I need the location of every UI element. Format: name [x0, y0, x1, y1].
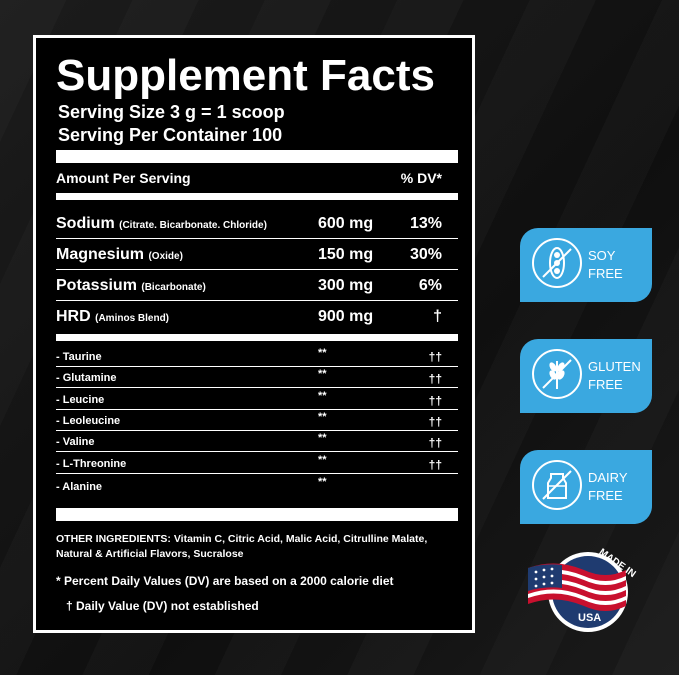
seal-bottom-text: USA	[578, 612, 602, 624]
blend-name: - Taurine	[56, 351, 102, 363]
row-divider	[56, 409, 458, 410]
blend-amount: **	[318, 411, 327, 423]
row-divider	[56, 473, 458, 474]
blend-amount: **	[318, 432, 327, 444]
nutrient-source: (Bicarbonate)	[141, 282, 206, 293]
badge-line1: SOY	[588, 248, 616, 263]
blend-amount: **	[318, 454, 327, 466]
row-divider	[56, 269, 458, 270]
gluten-free-badge: GLUTEN FREE	[520, 339, 652, 413]
blend-name: - Glutamine	[56, 372, 117, 384]
nutrient-name: Magnesium	[56, 246, 145, 263]
blend-dv: ††	[428, 458, 442, 472]
nutrient-dv: 30%	[409, 246, 442, 263]
blend-amount: **	[318, 476, 327, 488]
blend-dv: ††	[428, 394, 442, 408]
badge-line2: FREE	[588, 488, 623, 503]
nutrient-amount: 600 mg	[318, 215, 374, 232]
supplement-facts-panel: Supplement Facts Serving Size 3 g = 1 sc…	[33, 35, 475, 633]
nutrient-amount: 900 mg	[318, 308, 374, 325]
nutrient-amount: 300 mg	[318, 277, 374, 294]
blend-dv: ††	[428, 436, 442, 450]
badge-line1: DAIRY	[588, 470, 628, 485]
blend-name: - Leucine	[56, 394, 105, 406]
blend-amount: **	[318, 347, 327, 359]
divider-thick	[56, 508, 458, 521]
blend-dv: ††	[428, 350, 442, 364]
dv-not-established-note: † Daily Value (DV) not established	[66, 599, 259, 613]
blend-dv: ††	[428, 415, 442, 429]
blend-name: - L-Threonine	[56, 458, 127, 470]
nutrient-name: HRD	[56, 308, 91, 325]
serving-per-container: Serving Per Container 100	[58, 125, 283, 145]
us-flag-icon	[528, 552, 628, 632]
divider-mid	[56, 193, 458, 200]
made-in-usa-seal: MADE IN USA	[526, 547, 638, 638]
nutrient-source: (Aminos Blend)	[95, 313, 170, 324]
serving-size: Serving Size 3 g = 1 scoop	[58, 102, 285, 122]
blend-name: - Alanine	[56, 481, 103, 493]
nutrient-source: (Citrate. Bicarbonate. Chloride)	[119, 220, 267, 231]
nutrient-amount: 150 mg	[318, 246, 374, 263]
divider-thick	[56, 150, 458, 163]
wheat-icon	[532, 349, 582, 399]
amount-per-serving-label: Amount Per Serving	[56, 170, 191, 186]
blend-amount: **	[318, 368, 327, 380]
blend-name: - Valine	[56, 436, 95, 448]
row-divider	[56, 451, 458, 452]
dv-footnote: * Percent Daily Values (DV) are based on…	[56, 574, 394, 588]
nutrient-name: Sodium	[56, 215, 115, 232]
nutrient-dv: †	[433, 308, 442, 325]
badge-line1: GLUTEN	[588, 359, 641, 374]
row-divider	[56, 366, 458, 367]
blend-amount: **	[318, 390, 327, 402]
row-divider	[56, 430, 458, 431]
blend-dv: ††	[428, 372, 442, 386]
row-divider	[56, 387, 458, 388]
nutrient-name: Potassium	[56, 277, 137, 294]
badge-line2: FREE	[588, 266, 623, 281]
nutrient-dv: 13%	[409, 215, 442, 232]
dairy-free-badge: DAIRY FREE	[520, 450, 652, 524]
soy-icon	[532, 238, 582, 288]
blend-name: - Leoleucine	[56, 415, 121, 427]
dv-header-label: % DV*	[400, 170, 442, 186]
row-divider	[56, 238, 458, 239]
divider-mid	[56, 334, 458, 341]
nutrient-dv: 6%	[418, 277, 442, 294]
soy-free-badge: SOY FREE	[520, 228, 652, 302]
panel-title: Supplement Facts	[56, 51, 435, 100]
other-ingredients: OTHER INGREDIENTS: Vitamin C, Citric Aci…	[56, 533, 428, 560]
badge-line2: FREE	[588, 377, 623, 392]
row-divider	[56, 300, 458, 301]
milk-icon	[532, 460, 582, 510]
nutrient-source: (Oxide)	[148, 251, 183, 262]
